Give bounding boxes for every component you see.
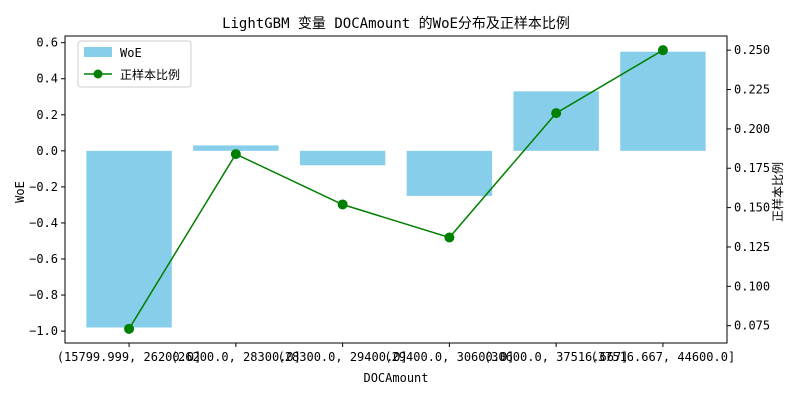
x-tick-label: (28300.0, 29400.0] [278, 350, 408, 364]
woe-bar [299, 150, 386, 166]
positive-ratio-line [128, 49, 664, 330]
x-axis-label: DOCAmount [363, 371, 428, 385]
y-tick-label: 0.4 [36, 72, 58, 86]
y-tick-label: −0.6 [29, 252, 58, 266]
plot-frame [64, 35, 728, 344]
x-tick-label: (30600.0, 37516.667] [484, 350, 629, 364]
x-tick-label: (37516.667, 44600.0] [591, 350, 736, 364]
y-tick-label: 0.2 [36, 108, 58, 122]
woe-bar [193, 145, 279, 151]
positive-ratio-point [124, 323, 135, 334]
woe-bar [513, 91, 599, 151]
y-tick-label: −0.8 [29, 288, 58, 302]
bars-layer [86, 51, 706, 328]
y2-tick-label: 0.150 [734, 201, 770, 215]
y-tick-label: 0.0 [36, 144, 58, 158]
y2-tick-label: 0.225 [734, 83, 770, 97]
positive-ratio-point [230, 149, 241, 160]
positive-ratio-point [337, 199, 348, 210]
legend: WoE 正样本比例 [77, 40, 192, 88]
x-axis: (15799.999, 26200.0](26200.0, 28300.0](2… [57, 343, 735, 364]
legend-ratio-label: 正样本比例 [120, 67, 180, 82]
positive-ratio-point [551, 108, 562, 119]
woe-bar [406, 150, 493, 196]
y-tick-label: 0.6 [36, 36, 58, 50]
positive-ratio-point [444, 232, 455, 243]
chart-title: LightGBM 变量 DOCAmount 的WoE分布及正样本比例 [222, 16, 570, 32]
right-axis: 0.075 0.100 0.125 0.150 0.175 0.200 0.225 0.250 [727, 43, 770, 333]
y2-tick-label: 0.125 [734, 240, 770, 254]
y-tick-label: −0.4 [29, 216, 58, 230]
y-tick-label: −1.0 [29, 324, 58, 338]
legend-woe-label: WoE [120, 46, 142, 60]
y2-tick-label: 0.200 [734, 122, 770, 136]
y2-tick-label: 0.100 [734, 279, 770, 293]
y-axis-label: WoE [13, 181, 27, 203]
x-tick-label: (15799.999, 26200.0] [57, 350, 202, 364]
y2-tick-label: 0.250 [734, 43, 770, 57]
left-axis: −1.0 −0.8 −0.6 −0.4 −0.2 0.0 0.2 0.4 0.6 [29, 36, 65, 338]
woe-bar [86, 150, 172, 328]
woe-bar [620, 51, 706, 151]
y2-tick-label: 0.075 [734, 319, 770, 333]
y2-tick-label: 0.175 [734, 161, 770, 175]
legend-ratio-marker [93, 69, 103, 79]
y-tick-label: −0.2 [29, 180, 58, 194]
y2-axis-label: 正样本比例 [770, 162, 785, 222]
x-tick-label: (29400.0, 30600.0] [384, 350, 514, 364]
legend-woe-swatch [84, 47, 112, 57]
positive-ratio-point [657, 45, 668, 56]
x-tick-label: (26200.0, 28300.0] [171, 350, 301, 364]
line-layer [124, 45, 668, 334]
